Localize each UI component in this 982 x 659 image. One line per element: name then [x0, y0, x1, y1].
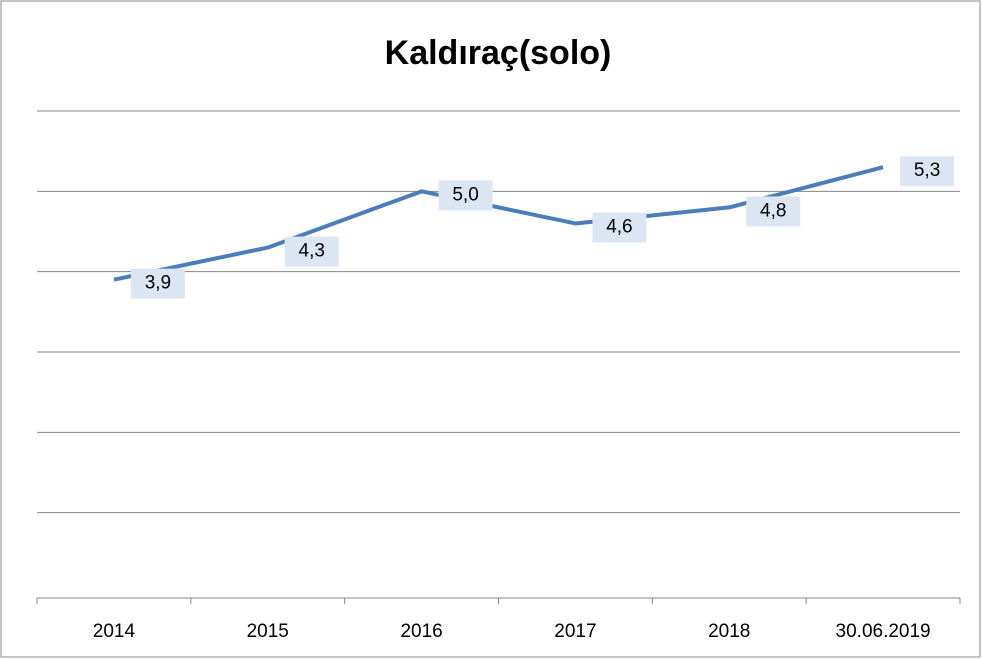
data-label: 3,9 — [145, 273, 171, 294]
data-label-box — [746, 196, 801, 227]
data-label: 4,6 — [606, 216, 632, 237]
x-tick-label: 2017 — [554, 621, 596, 642]
data-label: 4,8 — [760, 200, 786, 221]
data-label-box — [130, 268, 185, 299]
data-label-box — [900, 156, 955, 187]
data-label: 4,3 — [299, 241, 325, 262]
data-label-box — [284, 236, 339, 267]
x-tick-label: 2014 — [93, 621, 136, 642]
data-label-box — [438, 180, 493, 211]
data-label: 5,3 — [914, 160, 940, 181]
x-tick-label: 2016 — [400, 621, 442, 642]
chart-title: Kaldıraç(solo) — [385, 34, 612, 72]
x-tick-label: 30.06.2019 — [836, 621, 931, 642]
data-label-box — [592, 212, 647, 243]
data-label: 5,0 — [452, 184, 478, 205]
x-tick-label: 2015 — [247, 621, 289, 642]
x-tick-label: 2018 — [708, 621, 750, 642]
